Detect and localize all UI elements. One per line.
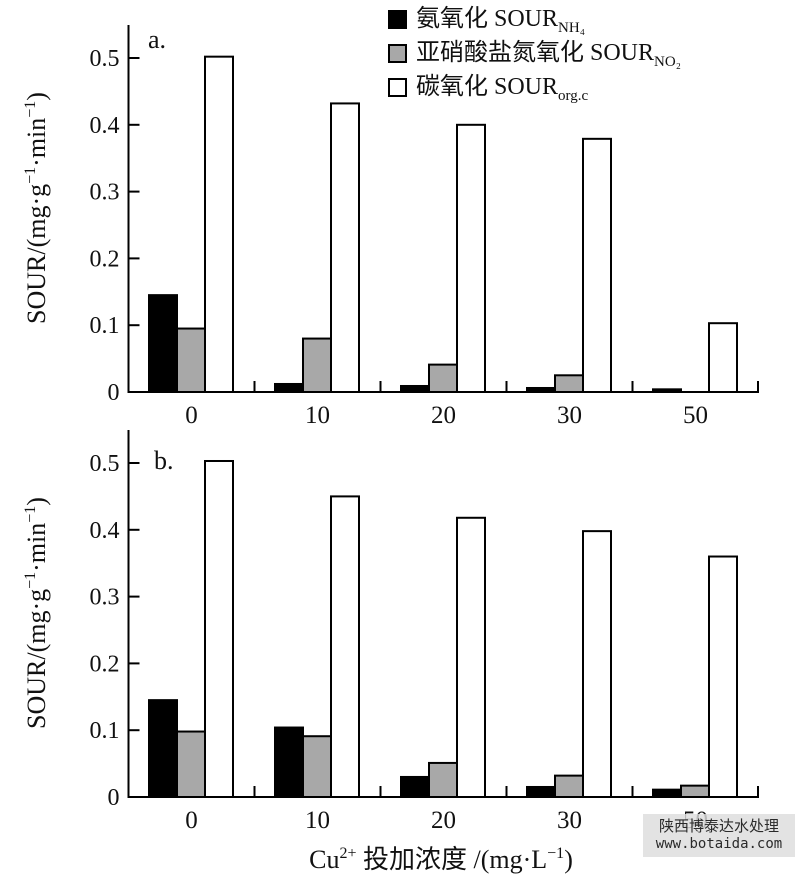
legend-swatch-nh4-icon xyxy=(388,9,407,29)
bar-orgc-30 xyxy=(582,137,612,393)
watermark-company-name: 陕西博泰达水处理 xyxy=(658,818,779,835)
legend-label-orgc: 碳氧化 SOURorg.c xyxy=(416,74,589,104)
x-category-label: 20 xyxy=(431,807,456,834)
legend-item-orgc: 碳氧化 SOURorg.c xyxy=(388,70,681,104)
bar-nh4-10 xyxy=(274,726,304,799)
bar-no2-50 xyxy=(680,784,710,798)
bar-orgc-50 xyxy=(708,322,738,394)
bar-orgc-20 xyxy=(456,516,486,798)
panel-a: 0 0.1 0.2 0.3 0.4 0.5 0 10 20 30 50 a. SOUR/(mg·g−1·… xyxy=(22,25,759,429)
y-tick-label: 0.4 xyxy=(90,518,120,544)
bar-nh4-0 xyxy=(148,294,178,394)
panel-letter: a. xyxy=(148,25,166,54)
legend-item-no2: 亚硝酸盐氮氧化 SOURNO₂ xyxy=(388,36,681,70)
bar-nh4-30 xyxy=(526,785,556,798)
bar-no2-30 xyxy=(554,374,584,393)
x-category-label: 30 xyxy=(557,807,582,834)
x-category-label: 0 xyxy=(185,807,198,834)
bar-orgc-20 xyxy=(456,123,486,394)
y-tick-label: 0.5 xyxy=(90,451,120,477)
bar-orgc-10 xyxy=(330,495,360,798)
bar-orgc-0 xyxy=(204,459,234,798)
watermark-url: www.botaida.com xyxy=(655,836,783,852)
y-tick-label: 0.5 xyxy=(90,46,120,72)
y-tick-label: 0.4 xyxy=(90,113,120,139)
x-category-label: 20 xyxy=(431,402,456,429)
y-axis-title: SOUR/(mg·g−1·min−1) xyxy=(22,92,51,324)
y-tick-label: 0.3 xyxy=(90,180,120,206)
bar-no2-10 xyxy=(302,337,332,393)
y-tick-label: 0 xyxy=(108,380,120,406)
x-category-label: 30 xyxy=(557,402,582,429)
y-tick-label: 0.2 xyxy=(90,246,120,272)
y-tick-label: 0.1 xyxy=(90,313,120,339)
x-category-label: 10 xyxy=(305,402,330,429)
bar-no2-10 xyxy=(302,735,332,798)
legend-label-nh4: 氨氧化 SOURNH₄ xyxy=(416,6,585,36)
y-tick-label: 0.2 xyxy=(90,651,120,677)
y-tick-label: 0.1 xyxy=(90,718,120,744)
bar-nh4-20 xyxy=(400,775,430,799)
panel-b: 00.10.20.30.40.5010203050b.SOUR/(mg·g−1·… xyxy=(22,430,759,834)
bar-orgc-0 xyxy=(204,55,234,393)
bar-orgc-10 xyxy=(330,102,360,393)
y-tick-label: 0.3 xyxy=(90,585,120,611)
legend-swatch-orgc-icon xyxy=(388,77,407,97)
bar-orgc-50 xyxy=(708,555,738,799)
legend-swatch-no2-icon xyxy=(388,43,407,63)
bar-no2-30 xyxy=(554,774,584,799)
bar-nh4-0 xyxy=(148,699,178,799)
y-axis-title: SOUR/(mg·g−1·min−1) xyxy=(22,497,51,729)
x-category-label: 0 xyxy=(185,402,198,429)
x-category-label: 50 xyxy=(683,402,708,429)
legend-item-nh4: 氨氧化 SOURNH₄ xyxy=(388,2,681,36)
x-category-label: 10 xyxy=(305,807,330,834)
bar-no2-0 xyxy=(176,730,206,799)
bar-no2-20 xyxy=(428,761,458,799)
x-axis-title: Cu2+ 投加浓度 /(mg·L−1) xyxy=(309,845,573,874)
bar-nh4-50 xyxy=(652,788,682,798)
legend-label-no2: 亚硝酸盐氮氧化 SOURNO₂ xyxy=(416,40,681,70)
bar-no2-0 xyxy=(176,327,206,394)
legend: 氨氧化 SOURNH₄ 亚硝酸盐氮氧化 SOURNO₂ 碳氧化 SOURorg.… xyxy=(388,2,681,104)
y-tick-label: 0 xyxy=(108,785,120,811)
bar-orgc-30 xyxy=(582,530,612,798)
watermark: 陕西博泰达水处理 www.botaida.com xyxy=(643,814,795,857)
bar-no2-20 xyxy=(428,363,458,393)
bar-nh4-10 xyxy=(274,382,304,394)
panel-letter: b. xyxy=(154,446,174,475)
